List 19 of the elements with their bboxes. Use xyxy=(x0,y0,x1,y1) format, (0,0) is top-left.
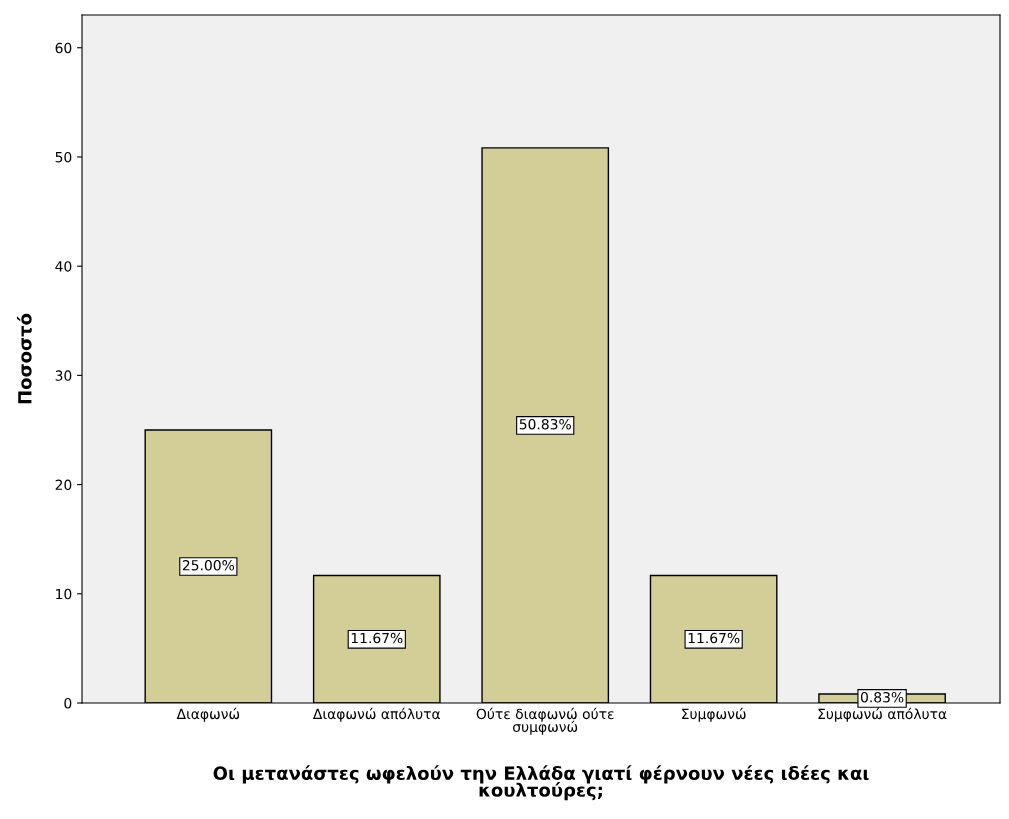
y-tick-label: 60 xyxy=(55,42,72,54)
y-tick-label: 50 xyxy=(55,151,72,163)
x-tick-label: Συμφωνώ xyxy=(682,707,746,722)
data-label: 25.00% xyxy=(182,560,235,571)
x-tick-label: Ούτε διαφωνώ ούτε συμφωνώ xyxy=(476,707,614,735)
data-label: 0.83% xyxy=(860,691,904,703)
y-tick-label: 30 xyxy=(55,370,72,381)
y-axis-title: Ποσοστό xyxy=(16,313,32,404)
x-tick-label: Διαφωνώ απόλυτα xyxy=(313,707,440,722)
data-label: 11.67% xyxy=(351,632,403,644)
x-axis-title: Οι μετανάστες ωφελούν την Ελλάδα γιατί φέρνουν νέες ιδέες και κουλτούρες; xyxy=(213,765,869,801)
y-tick-label: 0 xyxy=(64,697,72,709)
data-label: 50.83% xyxy=(519,418,571,430)
x-tick-label: Διαφωνώ xyxy=(176,707,240,722)
y-tick-label: 10 xyxy=(56,588,72,600)
data-label: 11.67% xyxy=(688,632,740,644)
y-tick-label: 40 xyxy=(55,261,72,272)
y-tick-label: 20 xyxy=(55,479,72,491)
x-tick-label: Συμφωνώ απόλυτα xyxy=(818,707,947,722)
